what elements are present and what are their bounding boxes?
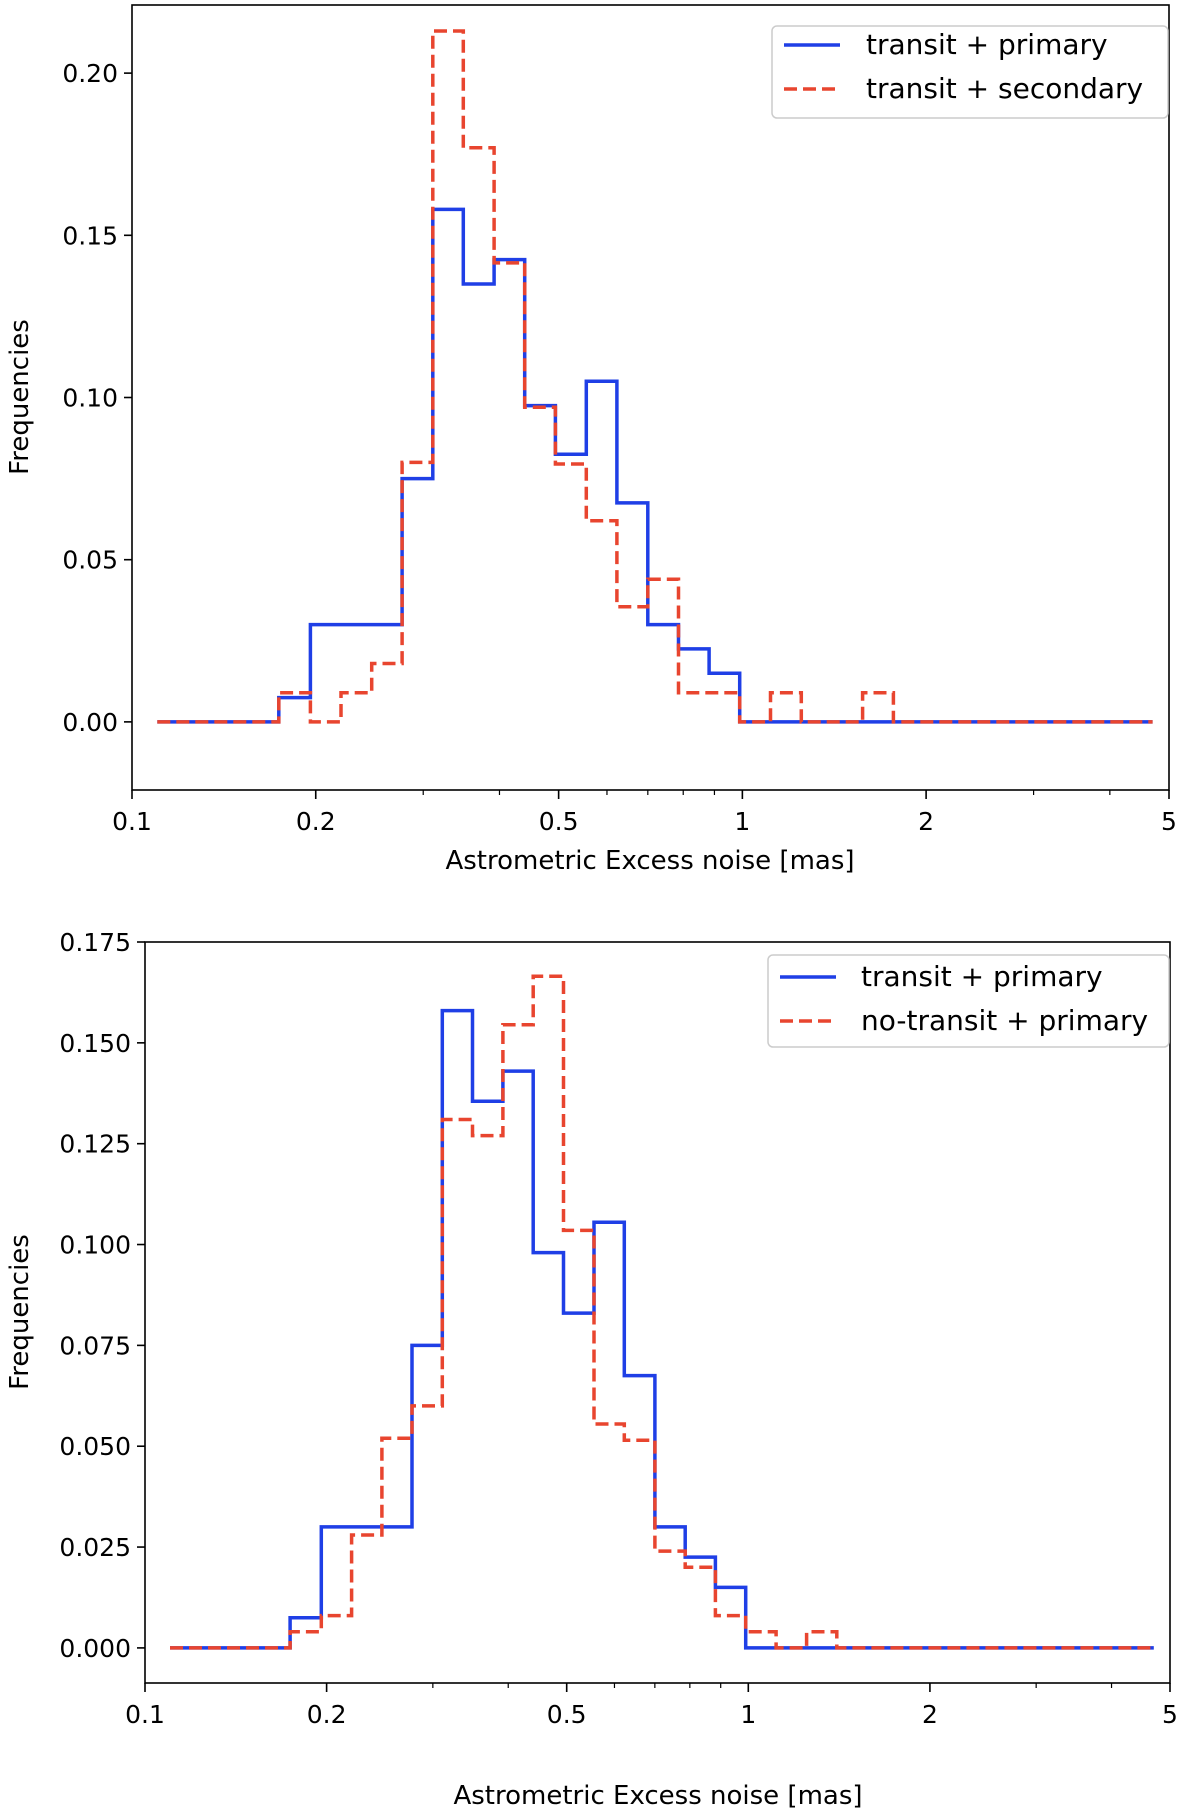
x-tick-label: 1: [734, 807, 750, 836]
y-tick-label: 0.000: [59, 1634, 131, 1663]
x-tick-label: 5: [1161, 807, 1177, 836]
y-tick-label: 0.050: [59, 1432, 131, 1461]
y-axis-label: Frequencies: [5, 1234, 35, 1390]
y-tick-label: 0.100: [59, 1231, 131, 1260]
x-tick-label: 0.2: [296, 807, 336, 836]
axes-frame: [131, 4, 1170, 791]
y-tick-label: 0.00: [62, 708, 118, 737]
y-tick-label: 0.125: [59, 1130, 131, 1159]
x-tick-label: 1: [740, 1700, 756, 1729]
chart-bottom: 0.1 0.2 0.5 1 2 5 0.000 0.025 0.050 0.075 0.100 0.1…: [5, 928, 1178, 1811]
y-tick-label: 0.10: [62, 384, 118, 413]
y-tick-label: 0.175: [59, 928, 131, 957]
legend: transit + primary no-transit + primary: [767, 954, 1170, 1048]
x-tick-label: 5: [1162, 1700, 1178, 1729]
y-axis-label: Frequencies: [5, 319, 35, 475]
legend-label-transit-secondary: transit + secondary: [866, 72, 1143, 105]
legend: transit + primary transit + secondary: [771, 25, 1169, 119]
series-line-transit-secondary: [157, 29, 1153, 724]
legend-box: [771, 25, 1169, 119]
x-tick-label: 0.5: [547, 1700, 587, 1729]
y-tick-label: 0.20: [62, 59, 118, 88]
chart-top: 0.1 0.2 0.5 1 2 5 0.00 0.05 0.10 0.15 0.20 Astrome…: [5, 4, 1177, 876]
y-tick-label: 0.075: [59, 1331, 131, 1360]
y-tick-label: 0.05: [62, 546, 118, 575]
x-tick-label: 2: [922, 1700, 938, 1729]
x-axis-label: Astrometric Excess noise [mas]: [453, 1781, 862, 1811]
x-axis-label: Astrometric Excess noise [mas]: [445, 846, 854, 876]
series-line-no-transit-primary: [170, 974, 1154, 1650]
legend-box: [767, 954, 1170, 1048]
y-tick-label: 0.15: [62, 221, 118, 250]
x-tick-label: 0.1: [125, 1700, 165, 1729]
x-tick-label: 2: [918, 807, 934, 836]
y-tick-label: 0.025: [59, 1533, 131, 1562]
axes-frame: [144, 941, 1171, 1684]
x-tick-label: 0.1: [112, 807, 152, 836]
x-tick-label: 0.2: [307, 1700, 347, 1729]
legend-label-transit-primary: transit + primary: [861, 960, 1103, 993]
legend-label-no-transit-primary: no-transit + primary: [861, 1004, 1148, 1037]
y-tick-label: 0.150: [59, 1029, 131, 1058]
x-tick-label: 0.5: [539, 807, 579, 836]
legend-label-transit-primary: transit + primary: [866, 28, 1108, 61]
